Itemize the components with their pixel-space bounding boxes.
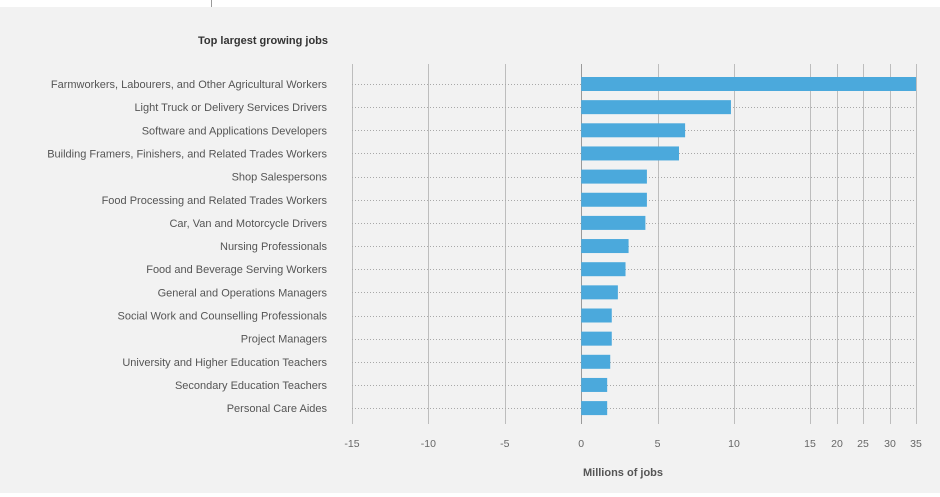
x-tick-label: 5 <box>655 438 661 450</box>
x-tick-label: 30 <box>884 438 896 450</box>
x-tick-label: -5 <box>500 438 509 450</box>
bar <box>581 192 647 207</box>
x-tick-label: 10 <box>728 438 740 450</box>
category-label: Car, Van and Motorcycle Drivers <box>169 218 327 230</box>
category-label: Food and Beverage Serving Workers <box>146 264 327 276</box>
bar <box>581 308 612 323</box>
bar <box>581 215 646 230</box>
category-label: University and Higher Education Teachers <box>122 357 327 369</box>
bar <box>581 239 629 254</box>
bar <box>581 285 618 300</box>
x-tick-label: -15 <box>344 438 359 450</box>
bar <box>581 354 611 369</box>
category-label: General and Operations Managers <box>158 287 328 299</box>
bar <box>581 401 608 416</box>
category-label: Food Processing and Related Trades Worke… <box>102 195 328 207</box>
bar <box>581 262 626 277</box>
bar <box>581 331 612 346</box>
x-tick-label: 35 <box>910 438 922 450</box>
bar <box>581 377 608 392</box>
category-label: Light Truck or Delivery Services Drivers <box>134 102 327 114</box>
category-label: Farmworkers, Labourers, and Other Agricu… <box>51 79 328 91</box>
bar <box>581 169 647 184</box>
x-tick-label: -10 <box>421 438 436 450</box>
bar <box>581 77 916 91</box>
category-label: Project Managers <box>241 334 328 346</box>
category-label: Building Framers, Finishers, and Related… <box>47 148 327 160</box>
category-label: Personal Care Aides <box>227 403 328 415</box>
bar <box>581 100 731 115</box>
x-tick-label: 20 <box>831 438 843 450</box>
x-tick-label: 25 <box>857 438 869 450</box>
x-tick-label: 0 <box>578 438 584 450</box>
category-label: Nursing Professionals <box>220 241 327 253</box>
chart-title: Top largest growing jobs <box>198 35 328 47</box>
x-tick-label: 15 <box>804 438 816 450</box>
x-axis-label: Millions of jobs <box>583 467 663 479</box>
bar <box>581 123 686 138</box>
category-label: Software and Applications Developers <box>142 125 328 137</box>
bar <box>581 146 679 161</box>
category-label: Secondary Education Teachers <box>175 380 328 392</box>
category-label: Shop Salespersons <box>232 172 328 184</box>
category-label: Social Work and Counselling Professional… <box>117 311 327 323</box>
top-divider-tick <box>211 0 212 7</box>
